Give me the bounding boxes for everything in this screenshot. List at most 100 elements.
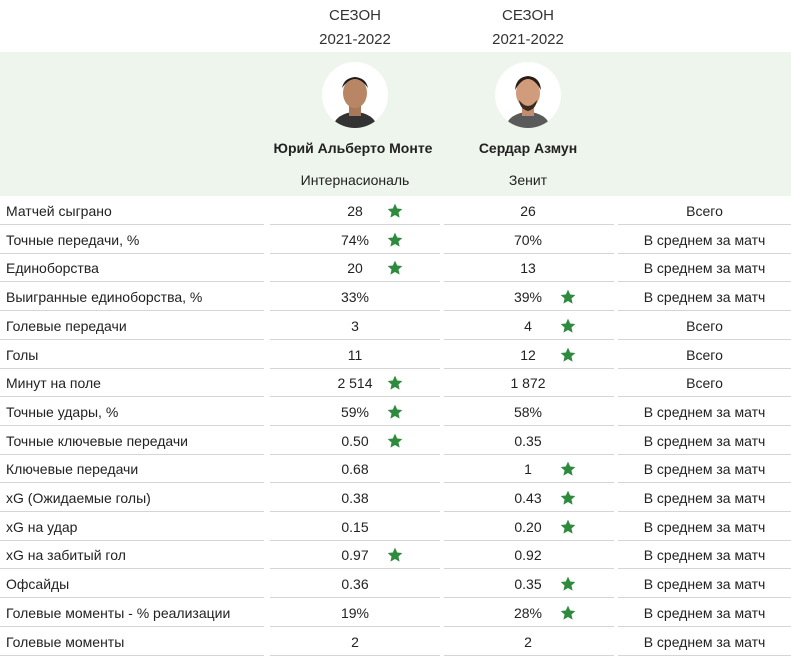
stat-label: xG на забитый гол: [0, 541, 264, 570]
stat-type: Всего: [618, 341, 791, 369]
stat-value: 19%: [340, 604, 370, 621]
cell-border: [444, 197, 614, 225]
season-title: СЕЗОН: [329, 7, 381, 24]
stat-value: 4: [524, 317, 532, 334]
cell-border: [270, 455, 440, 484]
stat-label: Точные удары, %: [0, 398, 264, 426]
cell-border: [444, 455, 614, 484]
stat-value: 0.97: [341, 547, 369, 564]
best-star: [387, 548, 403, 562]
stat-label: Голы: [0, 341, 264, 369]
cell-border: [270, 369, 440, 398]
stat-label: Точные ключевые передачи: [0, 427, 264, 455]
stat-value: 11: [347, 346, 363, 363]
best-star: [560, 605, 576, 620]
stat-value: 59%: [340, 403, 370, 420]
cell-border: [444, 254, 614, 283]
stat-value: 0.35: [514, 576, 542, 593]
cell-border: [444, 369, 614, 398]
best-star: [387, 433, 403, 448]
stat-label: Голевые моменты - % реализации: [0, 599, 264, 627]
player-team: Зенит: [508, 172, 548, 188]
stat-type: В среднем за матч: [618, 254, 791, 283]
cell-border: [270, 341, 440, 369]
stat-value: 12: [520, 346, 536, 363]
stat-value: 2: [524, 633, 532, 650]
cell-border: [444, 599, 614, 627]
cell-border: [270, 541, 440, 570]
stat-label: Голевые передачи: [0, 312, 264, 340]
player-photo: [495, 62, 561, 128]
cell-border: [444, 398, 614, 426]
season-label: СЕЗОН 2021-2022: [441, 4, 615, 52]
stat-value: 26: [520, 203, 536, 219]
stat-label: Минут на поле: [0, 369, 264, 398]
cell-border: [444, 541, 614, 570]
stat-type: В среднем за матч: [618, 541, 791, 570]
best-star: [560, 490, 576, 505]
stat-value: 0.43: [514, 490, 542, 506]
best-star: [560, 576, 576, 591]
stat-value: 13: [520, 260, 536, 277]
best-star: [387, 203, 403, 218]
best-star: [560, 289, 576, 304]
stat-label: Ключевые передачи: [0, 455, 264, 484]
player-photo: [322, 62, 388, 128]
cell-border: [444, 226, 614, 254]
cell-border: [270, 226, 440, 254]
cell-border: [444, 628, 614, 656]
stat-type: В среднем за матч: [618, 283, 791, 312]
stat-label: xG (Ожидаемые голы): [0, 484, 264, 512]
player-name: Юрий Альберто Монте: [273, 140, 433, 156]
best-star: [560, 347, 576, 362]
best-star: [387, 375, 403, 390]
cell-border: [270, 312, 440, 340]
stat-value: 2: [351, 633, 359, 650]
cell-border: [270, 570, 440, 599]
stat-label: Точные передачи, %: [0, 226, 264, 254]
stat-value: 58%: [513, 403, 543, 420]
stat-value: 39%: [513, 289, 543, 306]
cell-border: [270, 599, 440, 627]
stat-type: В среднем за матч: [618, 599, 791, 627]
stat-value: 0.15: [341, 518, 369, 535]
stat-type: В среднем за матч: [618, 427, 791, 455]
stat-type: Всего: [618, 312, 791, 340]
stat-value: 74%: [340, 231, 370, 248]
best-star: [560, 519, 576, 534]
cell-border: [444, 283, 614, 312]
season-years: 2021-2022: [319, 31, 391, 48]
best-star: [560, 461, 576, 476]
stat-value: 0.36: [341, 576, 369, 593]
stat-label: Единоборства: [0, 254, 264, 283]
season-years: 2021-2022: [492, 31, 564, 48]
stat-type: В среднем за матч: [618, 398, 791, 426]
cell-border: [270, 283, 440, 312]
cell-border: [270, 254, 440, 283]
stat-value: 0.68: [341, 461, 369, 478]
stat-value: 2 514: [337, 375, 373, 392]
stat-label: Выигранные единоборства, %: [0, 283, 264, 312]
season-label: СЕЗОН 2021-2022: [268, 4, 442, 52]
stat-value: 0.50: [341, 432, 369, 449]
stat-label: xG на удар: [0, 513, 264, 541]
stat-label: Матчей сыграно: [0, 197, 264, 225]
stat-value: 28%: [513, 604, 543, 621]
stat-label: Голевые моменты: [0, 628, 264, 656]
stat-type: В среднем за матч: [618, 455, 791, 484]
player-team: Интернасиональ: [300, 172, 410, 188]
stat-value: 20: [347, 260, 363, 277]
stat-value: 33%: [340, 289, 370, 306]
best-star: [560, 318, 576, 333]
cell-border: [270, 513, 440, 541]
cell-border: [270, 197, 440, 225]
stat-type: В среднем за матч: [618, 628, 791, 656]
season-title: СЕЗОН: [502, 7, 554, 24]
stat-value: 3: [351, 317, 359, 334]
stat-type: В среднем за матч: [618, 513, 791, 541]
stat-type: В среднем за матч: [618, 226, 791, 254]
stat-value: 70%: [513, 231, 543, 248]
cell-border: [444, 341, 614, 369]
stat-value: 0.20: [514, 518, 542, 535]
